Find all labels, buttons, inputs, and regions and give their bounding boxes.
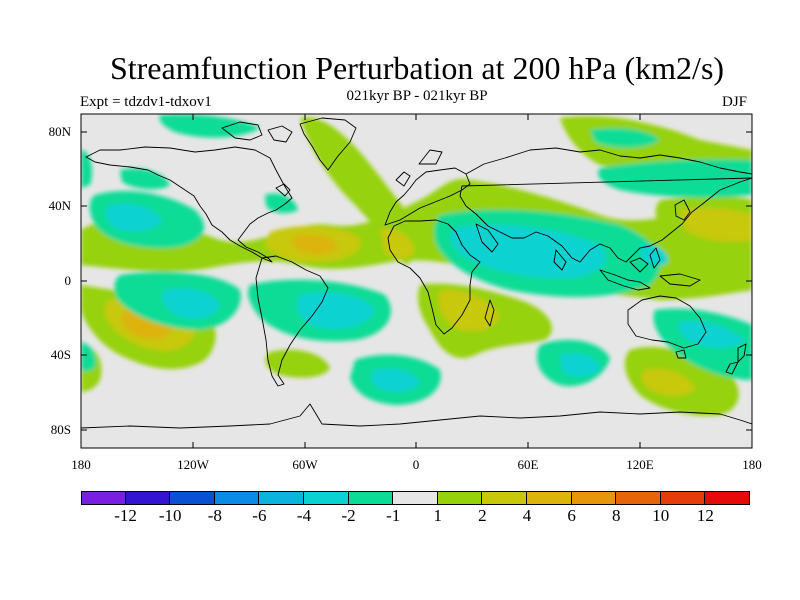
colorbar-label: 1 [433,506,443,525]
colorbar-label: -6 [252,506,267,525]
colorbar-label: -12 [114,506,137,525]
colorbar-swatch [616,491,661,505]
lat-label-80s: 80S [50,422,71,437]
lon-label-120w: 120W [177,457,209,472]
lon-label-60e: 60E [517,457,539,472]
colorbar-swatch [304,491,349,505]
lat-label-80n: 80N [48,124,71,139]
colorbar-label: 4 [522,506,532,525]
colorbar-swatch [259,491,304,505]
colorbar-label: 2 [478,506,487,525]
colorbar-label: 10 [652,506,670,525]
lat-label-40s: 40S [50,347,71,362]
season-label: DJF [722,94,748,110]
colorbar-swatch [81,491,126,505]
lon-label-60w: 60W [292,457,318,472]
colorbar-label: -2 [341,506,356,525]
colorbar-label: 12 [696,506,714,525]
colorbar-label: 6 [567,506,576,525]
colorbar-swatch [527,491,572,505]
colorbar-swatch [125,491,171,505]
colorbar-swatch [571,491,617,505]
coastlines [81,117,752,429]
colorbar-label: -10 [158,506,182,525]
colorbar-swatch [437,491,483,505]
colorbar-swatch [482,491,527,505]
axis-ticks [80,114,753,448]
colorbar-label: -1 [386,506,401,525]
colorbar-label: -4 [296,506,312,525]
lon-label-0: 0 [412,457,420,472]
colorbar-label: 8 [611,506,621,525]
lat-label-0: 0 [64,273,72,288]
lat-label-40n: 40N [48,198,71,213]
plot-title: Streamfunction Perturbation at 200 hPa (… [109,50,725,86]
lon-label-180e: 180 [742,457,762,472]
colorbar-swatch [705,491,750,505]
experiment-label: Expt = tdzdv1-tdxov1 [80,94,212,110]
lon-label-180w: 180 [71,457,91,472]
plot-subtitle: 021kyr BP - 021kyr BP [346,88,488,104]
colorbar-swatch [660,491,706,505]
colorbar-swatch [214,491,260,505]
contour-fill [81,114,752,416]
colorbar-swatch [393,491,438,505]
lon-label-120e: 120E [626,457,654,472]
colorbar-label: -8 [207,506,222,525]
colorbar-swatch [348,491,394,505]
colorbar-swatch [170,491,215,505]
